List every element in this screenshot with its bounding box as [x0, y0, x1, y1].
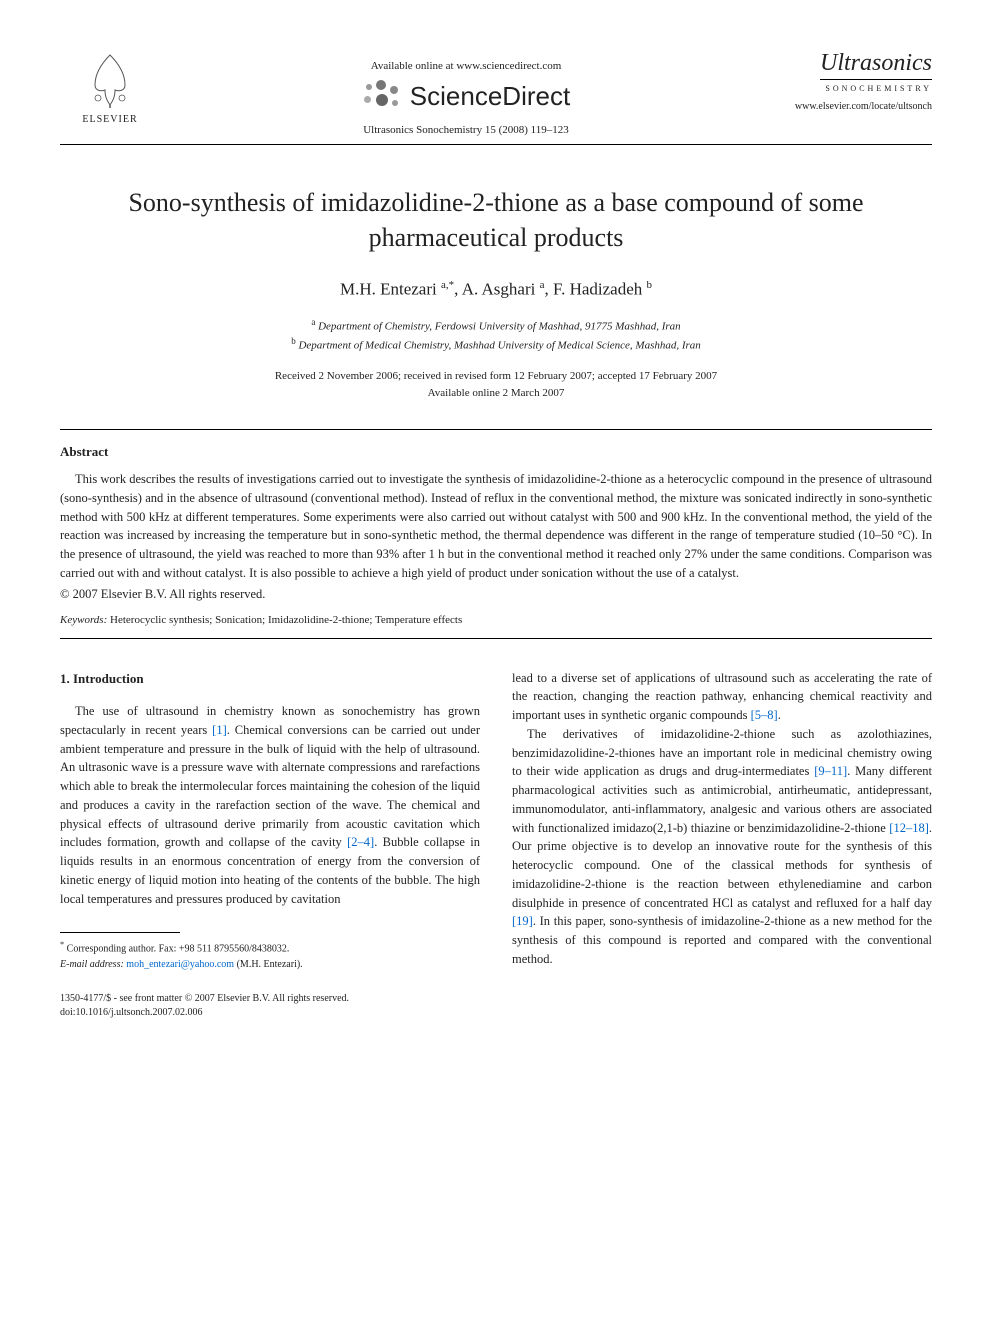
- dates-line-2: Available online 2 March 2007: [60, 385, 932, 402]
- page-footer: 1350-4177/$ - see front matter © 2007 El…: [60, 992, 932, 1020]
- email-label: E-mail address:: [60, 959, 124, 970]
- affiliation-a: Department of Chemistry, Ferdowsi Univer…: [318, 321, 681, 333]
- abstract-copyright: © 2007 Elsevier B.V. All rights reserved…: [60, 587, 932, 602]
- cite-12-18[interactable]: [12–18]: [889, 821, 929, 835]
- corr-author-text: Corresponding author. Fax: +98 511 87955…: [67, 944, 290, 955]
- keywords-label: Keywords:: [60, 614, 107, 626]
- intro-para-1: The use of ultrasound in chemistry known…: [60, 702, 480, 908]
- cite-19[interactable]: [19]: [512, 914, 533, 928]
- header-rule: [60, 144, 932, 145]
- dates-line-1: Received 2 November 2006; received in re…: [60, 368, 932, 385]
- journal-url: www.elsevier.com/locate/ultsonch: [772, 101, 932, 112]
- authors-line: M.H. Entezari a,*, A. Asghari a, F. Hadi…: [60, 279, 932, 300]
- affiliations: a Department of Chemistry, Ferdowsi Univ…: [60, 316, 932, 354]
- author-1: M.H. Entezari: [340, 280, 441, 299]
- header-center: Available online at www.sciencedirect.co…: [160, 50, 772, 136]
- cite-9-11[interactable]: [9–11]: [814, 764, 847, 778]
- sciencedirect-dots-icon: [362, 80, 402, 112]
- author-3: F. Hadizadeh: [553, 280, 647, 299]
- available-online-text: Available online at www.sciencedirect.co…: [160, 60, 772, 72]
- journal-reference: Ultrasonics Sonochemistry 15 (2008) 119–…: [160, 124, 772, 136]
- cite-5-8[interactable]: [5–8]: [751, 708, 778, 722]
- footer-doi: doi:10.1016/j.ultsonch.2007.02.006: [60, 1006, 932, 1020]
- publisher-logo-block: ELSEVIER: [60, 50, 160, 125]
- keywords-line: Keywords: Heterocyclic synthesis; Sonica…: [60, 614, 932, 626]
- journal-subtitle: SONOCHEMISTRY: [772, 84, 932, 93]
- header-row: ELSEVIER Available online at www.science…: [60, 50, 932, 136]
- author-1-aff: a,*: [441, 279, 454, 291]
- abstract-body: This work describes the results of inves…: [60, 470, 932, 583]
- article-title: Sono-synthesis of imidazolidine-2-thione…: [60, 185, 932, 255]
- intro-para-1-cont: lead to a diverse set of applications of…: [512, 669, 932, 725]
- cite-2-4[interactable]: [2–4]: [347, 835, 374, 849]
- abstract-bottom-rule: [60, 638, 932, 639]
- intro-para-2: The derivatives of imidazolidine-2-thion…: [512, 725, 932, 969]
- left-column: 1. Introduction The use of ultrasound in…: [60, 669, 480, 972]
- journal-name: Ultrasonics: [820, 50, 932, 80]
- right-column: lead to a diverse set of applications of…: [512, 669, 932, 972]
- elsevier-tree-icon: [80, 50, 140, 110]
- journal-logo-block: Ultrasonics SONOCHEMISTRY www.elsevier.c…: [772, 50, 932, 112]
- cite-1[interactable]: [1]: [212, 723, 227, 737]
- article-dates: Received 2 November 2006; received in re…: [60, 368, 932, 401]
- footnote-rule: [60, 932, 180, 933]
- sciencedirect-text: ScienceDirect: [410, 81, 570, 112]
- keywords-value: Heterocyclic synthesis; Sonication; Imid…: [110, 614, 462, 626]
- author-2: A. Asghari: [462, 280, 540, 299]
- body-columns: 1. Introduction The use of ultrasound in…: [60, 669, 932, 972]
- author-3-aff: b: [647, 279, 653, 291]
- affiliation-b: Department of Medical Chemistry, Mashhad…: [298, 340, 700, 352]
- footer-front-matter: 1350-4177/$ - see front matter © 2007 El…: [60, 992, 932, 1006]
- sciencedirect-logo: ScienceDirect: [160, 80, 772, 112]
- corresponding-footnote: * Corresponding author. Fax: +98 511 879…: [60, 939, 480, 971]
- abstract-heading: Abstract: [60, 444, 932, 460]
- corr-email-link[interactable]: moh_entezari@yahoo.com: [126, 959, 234, 970]
- section-1-heading: 1. Introduction: [60, 669, 480, 689]
- abstract-top-rule: [60, 429, 932, 430]
- publisher-label: ELSEVIER: [82, 114, 137, 125]
- corr-email-name: (M.H. Entezari).: [237, 959, 303, 970]
